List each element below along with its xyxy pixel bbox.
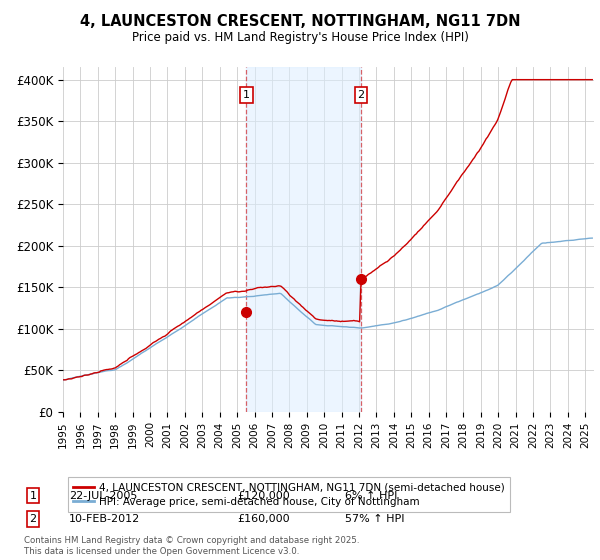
Text: £160,000: £160,000: [237, 514, 290, 524]
Text: 6% ↑ HPI: 6% ↑ HPI: [345, 491, 397, 501]
Text: 10-FEB-2012: 10-FEB-2012: [69, 514, 140, 524]
Text: 2: 2: [29, 514, 37, 524]
Text: £120,000: £120,000: [237, 491, 290, 501]
Text: 1: 1: [243, 90, 250, 100]
Text: 57% ↑ HPI: 57% ↑ HPI: [345, 514, 404, 524]
Text: 2: 2: [358, 90, 365, 100]
Text: 4, LAUNCESTON CRESCENT, NOTTINGHAM, NG11 7DN: 4, LAUNCESTON CRESCENT, NOTTINGHAM, NG11…: [80, 14, 520, 29]
Text: 1: 1: [29, 491, 37, 501]
Text: Contains HM Land Registry data © Crown copyright and database right 2025.
This d: Contains HM Land Registry data © Crown c…: [24, 536, 359, 556]
Text: Price paid vs. HM Land Registry's House Price Index (HPI): Price paid vs. HM Land Registry's House …: [131, 31, 469, 44]
Bar: [247, 67, 361, 412]
Legend: 4, LAUNCESTON CRESCENT, NOTTINGHAM, NG11 7DN (semi-detached house), HPI: Average: 4, LAUNCESTON CRESCENT, NOTTINGHAM, NG11…: [68, 477, 511, 512]
Text: 22-JUL-2005: 22-JUL-2005: [69, 491, 137, 501]
